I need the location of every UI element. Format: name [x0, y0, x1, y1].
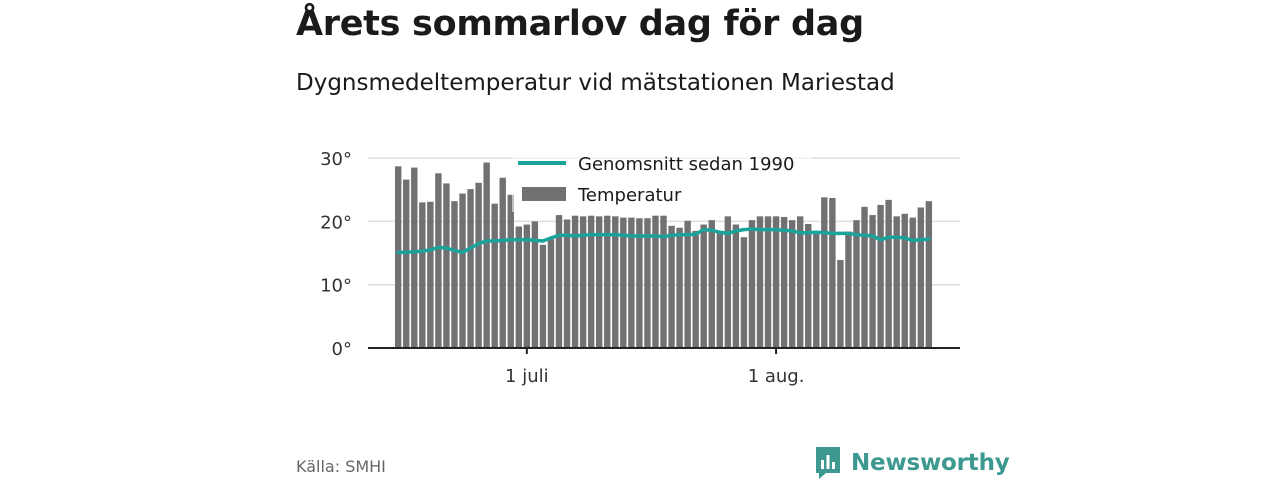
temperature-bar	[676, 227, 683, 348]
temperature-bars	[395, 162, 933, 348]
temperature-bar	[596, 216, 603, 348]
temperature-bar	[587, 215, 595, 348]
brand-logo: Newsworthy	[814, 446, 1010, 480]
temperature-bar	[483, 162, 490, 348]
temperature-bar	[427, 201, 434, 348]
chart-title: Årets sommarlov dag för dag	[296, 4, 864, 44]
temperature-bar	[515, 226, 522, 348]
temperature-bar	[893, 216, 900, 348]
temperature-bar	[531, 221, 539, 348]
temperature-bar	[788, 220, 796, 348]
temperature-bar	[435, 173, 442, 348]
temperature-bar	[419, 202, 426, 348]
temperature-bar	[869, 215, 876, 348]
temperature-bar	[636, 218, 643, 348]
x-tick-label: 1 juli	[505, 366, 549, 387]
average-line-group	[396, 227, 931, 255]
temperature-bar	[909, 217, 916, 348]
temperature-bar	[652, 215, 659, 348]
temperature-bar	[684, 220, 691, 348]
y-tick-label: 10°	[320, 276, 352, 297]
temperature-bar	[716, 231, 723, 348]
temperature-bar	[644, 218, 651, 348]
temperature-bar	[459, 193, 466, 348]
temperature-bar	[901, 213, 908, 348]
temperature-bar	[539, 244, 547, 348]
temperature-bar	[555, 215, 563, 348]
temperature-bar	[780, 216, 788, 348]
temperature-bar	[813, 234, 820, 348]
temperature-chart: 0° 10° 20° 30° 1 juli 1 aug. Genomsnitt seda…	[320, 149, 960, 387]
temperature-bar	[499, 177, 506, 348]
axes: 1 juli 1 aug.	[368, 347, 960, 387]
brand-name: Newsworthy	[851, 450, 1010, 476]
temperature-bar	[660, 215, 667, 348]
temperature-bar	[877, 204, 884, 348]
legend-label-average: Genomsnitt sedan 1990	[578, 154, 794, 175]
temperature-bar	[451, 201, 458, 348]
temperature-bar	[563, 219, 571, 348]
temperature-bar	[571, 215, 579, 348]
temperature-bar	[797, 216, 804, 348]
legend-label-temperature: Temperatur	[577, 185, 682, 206]
temperature-bar	[411, 167, 418, 348]
temperature-bar	[475, 182, 482, 348]
temperature-bar	[861, 206, 868, 348]
temperature-bar	[708, 220, 715, 348]
temperature-bar	[724, 216, 732, 348]
temperature-bar	[604, 215, 611, 348]
temperature-bar	[467, 189, 474, 348]
chart-subtitle: Dygnsmedeltemperatur vid mätstationen Ma…	[296, 70, 895, 96]
temperature-bar	[547, 239, 555, 348]
temperature-bar	[740, 237, 748, 348]
x-tick-label: 1 aug.	[748, 366, 805, 387]
temperature-bar	[403, 179, 410, 348]
temperature-bar	[628, 217, 635, 348]
temperature-bar	[579, 216, 587, 348]
temperature-bar	[885, 199, 892, 348]
temperature-bar	[748, 220, 756, 348]
temperature-bar	[925, 201, 933, 348]
temperature-bar	[764, 216, 772, 348]
temperature-bar	[756, 216, 764, 348]
temperature-bar	[821, 197, 828, 348]
temperature-bar	[692, 230, 699, 348]
temperature-bar	[507, 194, 514, 348]
y-tick-label: 0°	[332, 339, 352, 360]
legend-bar-swatch	[522, 187, 566, 201]
temperature-bar	[491, 203, 498, 348]
legend-background	[512, 150, 812, 212]
temperature-bar	[772, 216, 780, 348]
temperature-bar	[700, 224, 707, 348]
temperature-bar	[917, 207, 924, 348]
newsworthy-logo-icon	[816, 447, 840, 479]
temperature-bar	[668, 225, 675, 348]
temperature-bar	[395, 166, 402, 348]
y-tick-label: 20°	[320, 212, 352, 233]
temperature-bar	[620, 217, 627, 348]
temperature-bar	[732, 224, 740, 348]
temperature-bar	[523, 224, 531, 348]
average-line	[396, 227, 931, 255]
temperature-bar	[837, 260, 844, 348]
temperature-bar	[805, 223, 812, 348]
temperature-bar	[443, 183, 450, 348]
legend: Genomsnitt sedan 1990 Temperatur	[512, 150, 812, 212]
temperature-bar	[853, 220, 860, 348]
temperature-bar	[612, 216, 619, 348]
y-tick-label: 30°	[320, 149, 352, 170]
source-note: Källa: SMHI	[296, 457, 386, 476]
temperature-bar	[829, 197, 836, 348]
temperature-bar	[845, 231, 852, 348]
